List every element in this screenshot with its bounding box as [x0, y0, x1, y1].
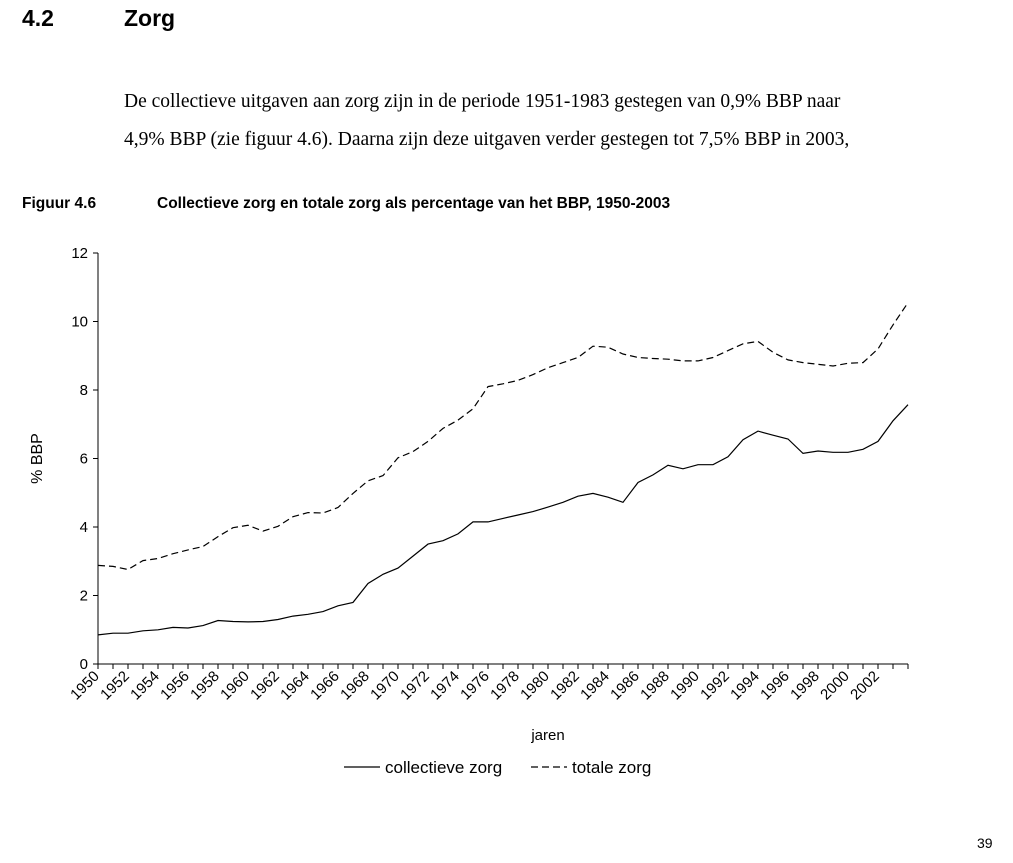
x-tick-label: 1972: [397, 668, 433, 704]
legend-label-totale-zorg: totale zorg: [572, 758, 651, 777]
x-tick-label: 1962: [247, 668, 283, 704]
legend-label-collectieve-zorg: collectieve zorg: [385, 758, 502, 777]
x-tick-label: 2002: [847, 668, 883, 704]
x-tick-label: 1966: [307, 668, 343, 704]
x-tick-label: 1992: [697, 668, 733, 704]
x-tick-label: 1954: [127, 668, 163, 704]
x-tick-label: 1952: [97, 668, 133, 704]
x-tick-label: 1958: [187, 668, 223, 704]
line-chart: 0246810121950195219541956195819601962196…: [29, 245, 909, 777]
x-tick-label: 1964: [277, 668, 313, 704]
series-line-collectieve-zorg: [97, 404, 909, 636]
y-tick-label: 6: [80, 451, 88, 468]
y-tick-label: 2: [80, 588, 88, 605]
x-tick-label: 1988: [637, 668, 673, 704]
x-tick-label: 1980: [517, 668, 553, 704]
x-tick-label: 1994: [727, 668, 763, 704]
x-tick-label: 1970: [367, 668, 403, 704]
paragraph-line-2: 4,9% BBP (zie figuur 4.6). Daarna zijn d…: [124, 129, 850, 150]
y-tick-label: 4: [80, 519, 88, 536]
section-number: 4.2: [22, 5, 54, 31]
x-tick-label: 1982: [547, 668, 583, 704]
y-tick-label: 12: [71, 245, 88, 262]
figure-label: Figuur 4.6: [22, 195, 97, 212]
x-tick-label: 1986: [607, 668, 643, 704]
x-tick-label: 1990: [667, 668, 703, 704]
y-tick-label: 8: [80, 382, 88, 399]
x-tick-label: 1998: [787, 668, 823, 704]
page-number: 39: [977, 835, 993, 851]
section-title: Zorg: [124, 5, 176, 31]
x-tick-label: 1974: [427, 668, 463, 704]
x-tick-label: 1960: [217, 668, 253, 704]
x-tick-label: 1976: [457, 668, 493, 704]
x-tick-label: 1968: [337, 668, 373, 704]
paragraph-line-1: De collectieve uitgaven aan zorg zijn in…: [124, 91, 841, 112]
body-paragraph: De collectieve uitgaven aan zorg zijn in…: [124, 83, 984, 159]
x-tick-label: 1950: [67, 668, 103, 704]
figure-caption: Collectieve zorg en totale zorg als perc…: [157, 195, 671, 212]
series-line-totale-zorg: [97, 302, 909, 571]
x-tick-label: 2000: [817, 668, 853, 704]
y-tick-label: 10: [71, 314, 88, 331]
x-tick-label: 1956: [157, 668, 193, 704]
y-tick-label: 0: [80, 656, 88, 673]
y-axis-label: % BBP: [29, 433, 46, 484]
x-tick-label: 1984: [577, 668, 613, 704]
x-tick-label: 1978: [487, 668, 523, 704]
x-axis-label: jaren: [530, 727, 564, 744]
x-tick-label: 1996: [757, 668, 793, 704]
